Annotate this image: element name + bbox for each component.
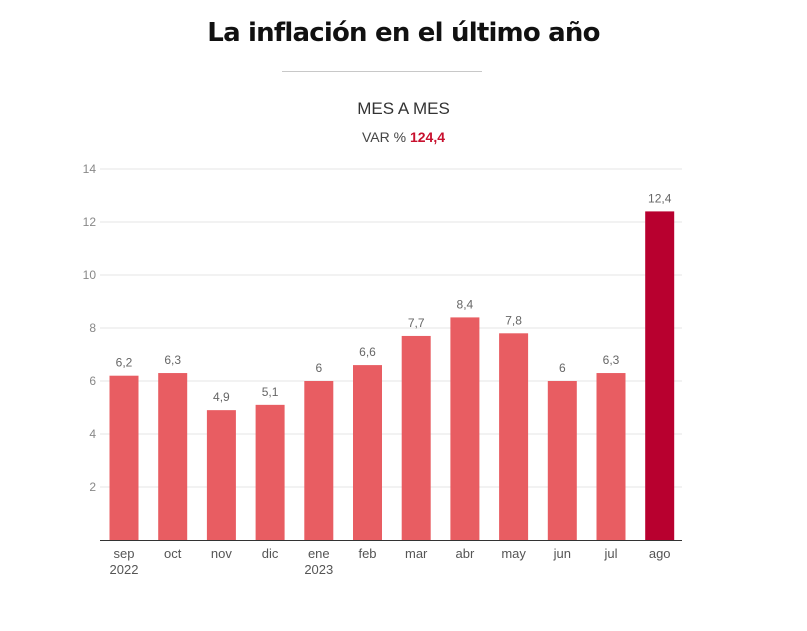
data-label-abr: 8,4: [457, 297, 474, 311]
y-tick-label: 4: [89, 427, 96, 441]
data-label-may: 7,8: [505, 313, 522, 327]
chart-title: La inflación en el último año: [207, 18, 600, 48]
y-tick-label: 6: [89, 374, 96, 388]
data-label-jun: 6: [559, 361, 566, 375]
data-label-ago: 12,4: [648, 191, 672, 205]
bars: [109, 211, 675, 540]
x-tick-label-nov: nov: [211, 546, 232, 561]
title-divider: [282, 71, 482, 72]
data-label-dic: 5,1: [262, 385, 279, 399]
chart-subtitle: MES A MES: [357, 99, 450, 118]
bar-abr: [450, 317, 480, 540]
x-tick-label-jul: jul: [603, 546, 617, 561]
x-tick-label-dic: dic: [262, 546, 279, 561]
bar-dic: [255, 404, 285, 540]
data-label-sep: 6,2: [116, 356, 133, 370]
x-tick-label-oct: oct: [164, 546, 182, 561]
y-tick-label: 8: [89, 321, 96, 335]
bar-may: [499, 333, 529, 540]
x-tick-year-label: 2022: [110, 562, 139, 577]
y-tick-label: 10: [83, 268, 97, 282]
data-label-ene: 6: [315, 361, 322, 375]
bar-ago: [645, 211, 675, 540]
variation-summary: VAR % 124,4: [0, 129, 807, 145]
x-tick-label-may: may: [501, 546, 526, 561]
gridlines: [100, 168, 682, 488]
data-label-jul: 6,3: [603, 353, 620, 367]
bar-feb: [353, 365, 382, 540]
y-tick-label: 14: [83, 162, 97, 176]
bar-oct: [158, 373, 188, 540]
y-tick-label: 12: [83, 215, 97, 229]
data-label-nov: 4,9: [213, 390, 230, 404]
y-tick-label: 2: [89, 480, 96, 494]
data-labels: 6,2 6,3 4,9 5,1 6 6,6 7,7 8,4 7,8 6 6,3 12,4: [116, 191, 672, 404]
y-axis: 2 4 6 8 10 12 14: [83, 162, 97, 494]
variation-value: 124,4: [409, 129, 446, 145]
data-label-feb: 6,6: [359, 345, 376, 359]
bar-jul: [596, 373, 626, 540]
bar-ene: [304, 381, 334, 540]
x-tick-label-mar: mar: [405, 546, 428, 561]
bar-jun: [547, 381, 577, 540]
x-tick-label-jun: jun: [553, 546, 571, 561]
data-label-mar: 7,7: [408, 316, 425, 330]
data-label-oct: 6,3: [164, 353, 181, 367]
x-tick-label-feb: feb: [358, 546, 376, 561]
x-tick-label-ene: ene: [308, 546, 330, 561]
x-tick-year-label: 2023: [304, 562, 333, 577]
bar-nov: [206, 410, 236, 540]
x-tick-label-abr: abr: [456, 546, 475, 561]
bar-mar: [401, 335, 431, 540]
x-tick-label-ago: ago: [649, 546, 671, 561]
x-tick-label-sep: sep: [114, 546, 135, 561]
variation-prefix: VAR %: [361, 129, 407, 145]
bar-sep: [109, 375, 139, 540]
